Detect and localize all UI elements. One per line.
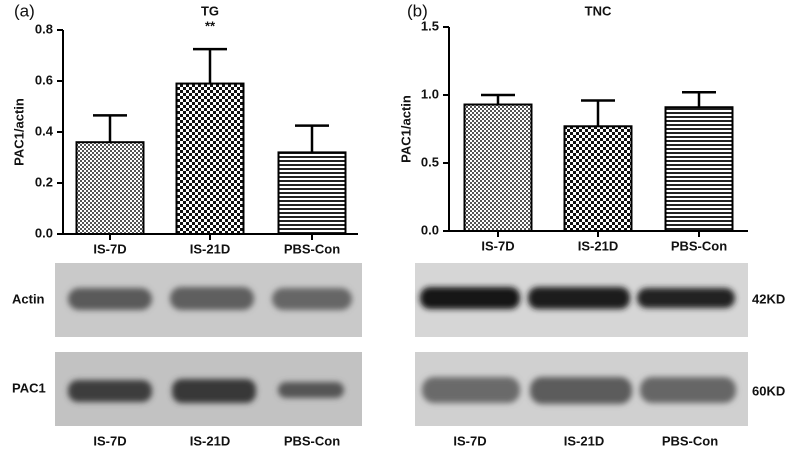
y-tick-label: 1.5 xyxy=(421,18,439,33)
x-tick-label: IS-7D xyxy=(93,241,126,256)
y-tick-label: 0.0 xyxy=(421,222,439,237)
bar xyxy=(563,125,633,232)
x-tick-label: PBS-Con xyxy=(284,241,340,256)
y-tick-label: 0.4 xyxy=(35,123,54,138)
y-axis-label: PAC1/actin xyxy=(398,95,413,163)
y-tick-label: 0.0 xyxy=(35,225,53,240)
y-axis-label: PAC1/actin xyxy=(11,98,26,166)
x-tick-label: PBS-Con xyxy=(671,238,727,253)
significance-annotation: ** xyxy=(205,19,216,34)
bar xyxy=(75,141,145,235)
y-tick-label: 0.2 xyxy=(35,174,53,189)
blot-lane-label: IS-7D xyxy=(93,433,126,448)
blot-lane-label: PBS-Con xyxy=(284,433,340,448)
blot-row-label: 60KD xyxy=(752,383,785,398)
bar xyxy=(175,82,245,235)
x-tick-label: IS-21D xyxy=(190,241,230,256)
bar xyxy=(277,151,347,235)
blot-row-label: PAC1 xyxy=(12,380,46,395)
chart-title: TG xyxy=(201,3,219,18)
panel-label: (a) xyxy=(14,1,35,20)
y-tick-label: 0.6 xyxy=(35,72,53,87)
x-tick-label: IS-21D xyxy=(578,238,618,253)
blot-lane-label: IS-21D xyxy=(190,433,230,448)
blot-row-label: 42KD xyxy=(752,291,785,306)
bar xyxy=(664,106,734,232)
blot-row-label: Actin xyxy=(12,291,45,306)
y-tick-label: 0.8 xyxy=(35,21,53,36)
panel-label: (b) xyxy=(407,1,428,20)
blot-bands xyxy=(68,287,736,404)
y-tick-label: 1.0 xyxy=(421,86,439,101)
x-tick-label: IS-7D xyxy=(481,238,514,253)
blot-lane-label: PBS-Con xyxy=(662,433,718,448)
y-tick-label: 0.5 xyxy=(421,154,439,169)
bar xyxy=(463,103,533,232)
blot-lane-label: IS-7D xyxy=(453,433,486,448)
blot-lane-label: IS-21D xyxy=(564,433,604,448)
chart-title: TNC xyxy=(585,3,612,18)
